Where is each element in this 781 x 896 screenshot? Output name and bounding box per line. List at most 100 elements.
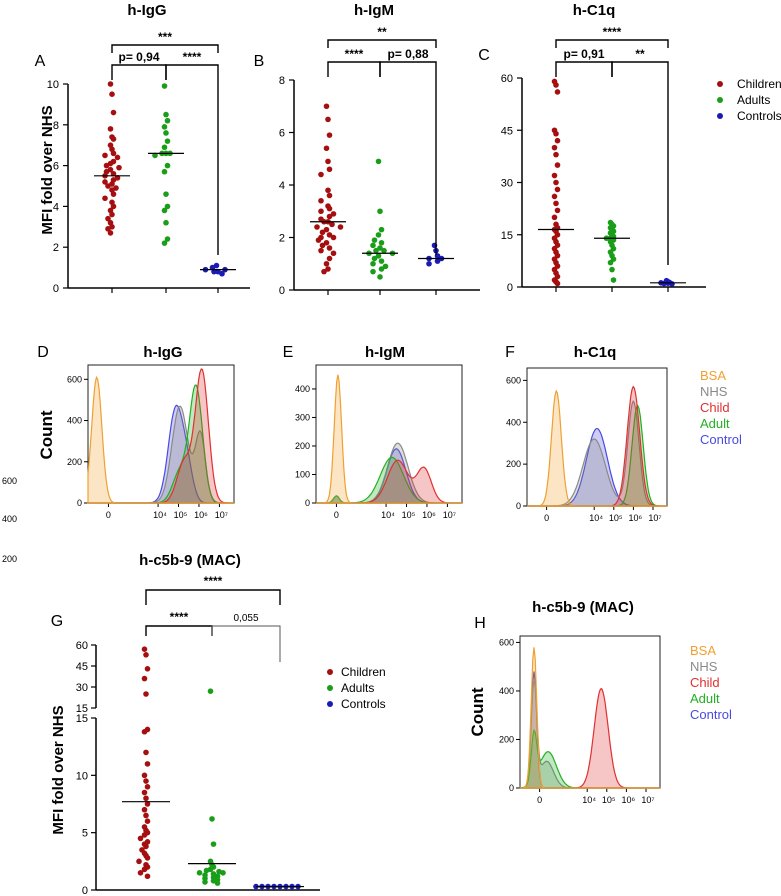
legend-marker-adults bbox=[327, 685, 333, 691]
data-point-children bbox=[144, 818, 151, 824]
data-point-children bbox=[105, 183, 111, 189]
data-point-adults bbox=[202, 879, 208, 885]
data-point-children bbox=[144, 784, 151, 790]
data-point-children bbox=[116, 164, 122, 171]
data-point-children bbox=[107, 126, 114, 132]
y-axis-label: Count bbox=[468, 687, 487, 736]
y-tick-label: 6 bbox=[53, 161, 59, 173]
y-tick-label: 30 bbox=[501, 178, 513, 190]
data-point-children bbox=[326, 245, 333, 251]
significance-label: ** bbox=[635, 47, 645, 61]
legend-label-nhs: NHS bbox=[700, 384, 728, 399]
y-tick-label: 400 bbox=[295, 384, 310, 394]
y-tick-label: 0 bbox=[516, 501, 521, 511]
significance-label: **** bbox=[183, 50, 202, 64]
y-tick-label: 8 bbox=[53, 120, 59, 132]
data-point-children bbox=[141, 832, 148, 838]
data-point-children bbox=[326, 205, 333, 212]
histogram-child bbox=[88, 368, 234, 504]
y-tick-label: 2 bbox=[279, 233, 285, 245]
x-tick-label: 0 bbox=[106, 510, 111, 520]
data-point-adults bbox=[382, 263, 389, 270]
legend-label-controls: Controls bbox=[341, 697, 386, 711]
data-point-children bbox=[110, 203, 117, 210]
data-point-adults bbox=[163, 111, 169, 118]
significance-label: *** bbox=[158, 30, 172, 44]
significance-label: p= 0,88 bbox=[387, 47, 428, 61]
y-tick-label: 15 bbox=[76, 713, 88, 725]
data-point-children bbox=[318, 247, 324, 254]
legend-marker-children bbox=[717, 81, 723, 87]
x-tick-label: 10⁴ bbox=[582, 795, 596, 805]
data-point-adults bbox=[375, 158, 382, 165]
data-point-adults bbox=[161, 124, 168, 130]
y-tick-label: 300 bbox=[295, 412, 310, 422]
y-tick-label: 2 bbox=[53, 242, 59, 254]
data-point-children bbox=[314, 224, 320, 230]
histogram-bsa bbox=[87, 375, 234, 504]
panel-title-b: h-IgM bbox=[354, 2, 394, 19]
data-point-children bbox=[554, 207, 561, 214]
y-tick-label: 200 bbox=[506, 459, 521, 469]
y-tick-label: 45 bbox=[501, 125, 513, 137]
data-point-children bbox=[323, 260, 330, 267]
data-point-children bbox=[318, 197, 324, 204]
data-point-adults bbox=[373, 247, 379, 254]
data-point-children bbox=[107, 81, 114, 87]
data-point-children bbox=[337, 224, 344, 230]
data-point-adults bbox=[203, 867, 210, 874]
data-point-children bbox=[109, 91, 115, 97]
panel-title-c: h-C1q bbox=[573, 2, 616, 19]
data-point-controls bbox=[426, 260, 432, 267]
data-point-children bbox=[319, 242, 326, 249]
data-point-adults bbox=[163, 130, 169, 136]
legend-label-child: Child bbox=[700, 400, 730, 415]
y-tick-label: 6 bbox=[279, 128, 285, 140]
data-point-controls bbox=[211, 268, 217, 275]
data-point-adults bbox=[610, 277, 617, 283]
y-tick-label: 60 bbox=[76, 640, 88, 652]
significance-bracket bbox=[611, 61, 669, 265]
y-tick-label: 8 bbox=[279, 75, 285, 87]
data-point-adults bbox=[371, 237, 378, 243]
data-point-children bbox=[325, 116, 331, 123]
data-point-adults bbox=[164, 236, 171, 242]
data-point-adults bbox=[161, 207, 168, 214]
significance-bracket bbox=[211, 625, 281, 662]
data-point-adults bbox=[161, 240, 168, 246]
data-point-children bbox=[553, 151, 559, 158]
data-point-adults bbox=[161, 168, 168, 175]
data-point-children bbox=[551, 193, 558, 200]
data-point-controls bbox=[669, 281, 675, 287]
x-tick-label: 10⁷ bbox=[648, 513, 661, 523]
x-tick-label: 10⁶ bbox=[629, 513, 643, 523]
data-point-children bbox=[144, 855, 151, 861]
legend-marker-controls bbox=[327, 701, 333, 707]
data-point-children bbox=[110, 136, 117, 142]
data-point-adults bbox=[375, 232, 382, 238]
data-point-children bbox=[323, 145, 330, 152]
data-point-adults bbox=[164, 203, 171, 210]
y-tick-label: 600 bbox=[506, 375, 521, 385]
panel-title-h: h-c5b-9 (MAC) bbox=[532, 599, 634, 616]
data-point-adults bbox=[370, 242, 376, 249]
data-point-children bbox=[137, 870, 144, 876]
data-point-children bbox=[554, 137, 561, 144]
data-point-children bbox=[553, 82, 559, 88]
data-point-children bbox=[554, 162, 561, 168]
data-point-children bbox=[102, 152, 108, 159]
data-point-adults bbox=[378, 258, 385, 264]
data-point-adults bbox=[370, 268, 376, 275]
legend-marker-children bbox=[327, 669, 333, 675]
significance-label: **** bbox=[603, 25, 622, 39]
data-point-children bbox=[110, 191, 117, 197]
significance-bracket bbox=[111, 64, 167, 80]
data-point-children bbox=[143, 691, 149, 697]
data-point-adults bbox=[196, 870, 203, 876]
panel-title-d: h-IgG bbox=[143, 344, 182, 361]
data-point-adults bbox=[163, 219, 169, 226]
y-axis-label: MFI fold over NHS bbox=[50, 705, 67, 834]
data-point-adults bbox=[214, 880, 221, 886]
legend-label-children: Children bbox=[737, 77, 781, 91]
